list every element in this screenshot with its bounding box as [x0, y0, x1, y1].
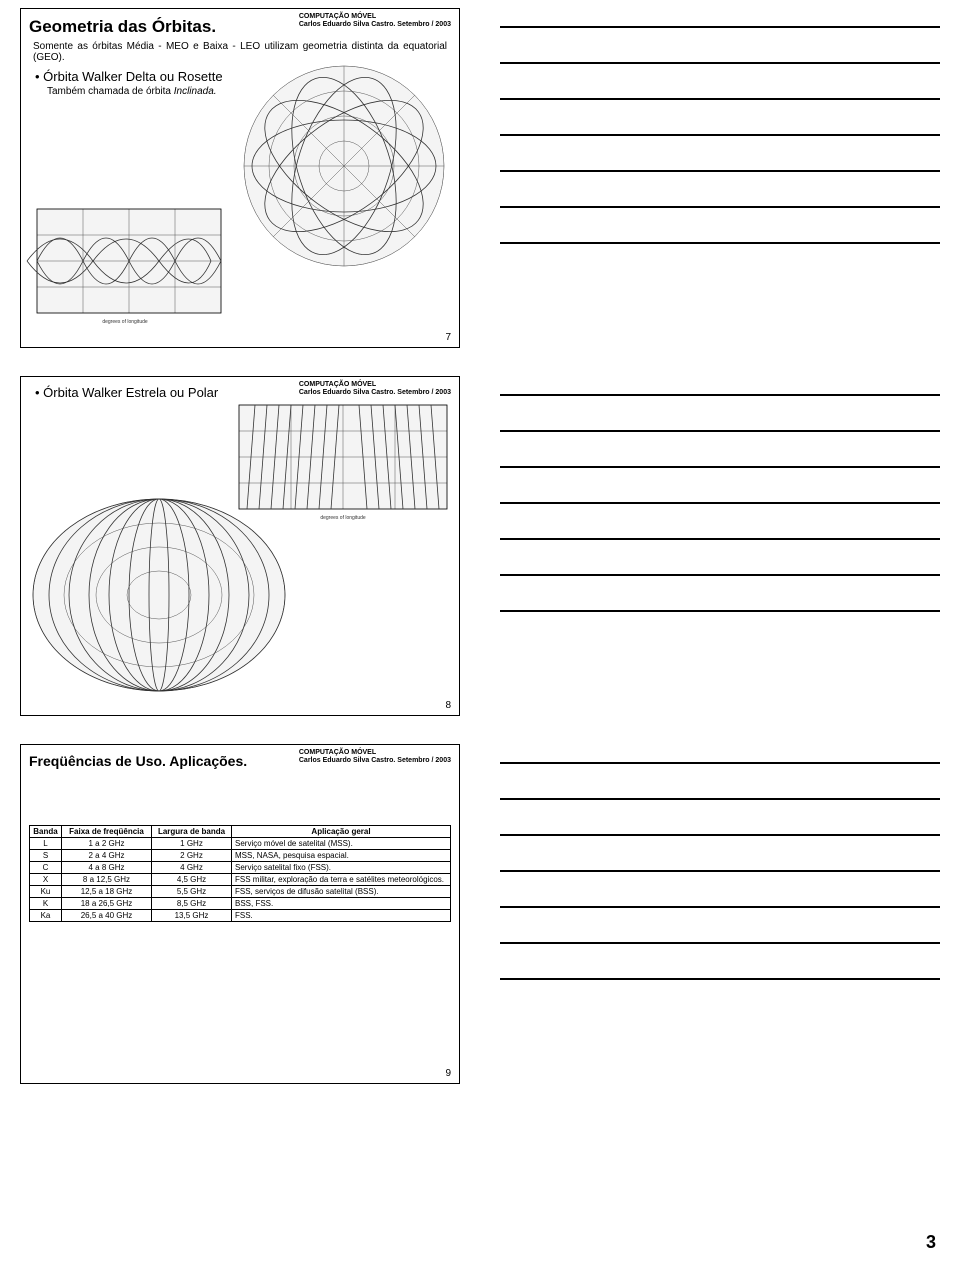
table-row: Ku 12,5 a 18 GHz 5,5 GHz FSS, serviços d…: [30, 886, 451, 898]
note-line: [500, 62, 940, 64]
cell-app: MSS, NASA, pesquisa espacial.: [232, 850, 451, 862]
cell-range: 4 a 8 GHz: [62, 862, 152, 874]
table-row: K 18 a 26,5 GHz 8,5 GHz BSS, FSS.: [30, 898, 451, 910]
cell-band: L: [30, 838, 62, 850]
note-line: [500, 502, 940, 504]
note-line: [500, 978, 940, 980]
cell-app: Serviço satelital fixo (FSS).: [232, 862, 451, 874]
cell-app: FSS, serviços de difusão satelital (BSS)…: [232, 886, 451, 898]
note-line: [500, 834, 940, 836]
slide-header: COMPUTAÇÃO MÓVEL Carlos Eduardo Silva Ca…: [299, 749, 451, 764]
note-line: [500, 170, 940, 172]
table-row: Ka 26,5 a 40 GHz 13,5 GHz FSS.: [30, 910, 451, 922]
cell-band: S: [30, 850, 62, 862]
note-line: [500, 762, 940, 764]
cell-bw: 8,5 GHz: [152, 898, 232, 910]
note-line: [500, 26, 940, 28]
note-line: [500, 538, 940, 540]
cell-bw: 5,5 GHz: [152, 886, 232, 898]
note-line: [500, 870, 940, 872]
handout-grid: COMPUTAÇÃO MÓVEL Carlos Eduardo Silva Ca…: [20, 8, 940, 1084]
note-line: [500, 906, 940, 908]
xlabel: degrees of longitude: [320, 515, 366, 521]
figure-rosette-groundtrack: degrees of longitude: [25, 205, 225, 325]
bullet-inclinada-italic: Inclinada.: [174, 86, 217, 97]
cell-bw: 4 GHz: [152, 862, 232, 874]
note-line: [500, 394, 940, 396]
slide-9: COMPUTAÇÃO MÓVEL Carlos Eduardo Silva Ca…: [20, 744, 460, 1084]
slide-number: 9: [445, 1068, 451, 1079]
col-bw: Largura de banda: [152, 826, 232, 838]
cell-bw: 2 GHz: [152, 850, 232, 862]
note-line: [500, 574, 940, 576]
header-line1: COMPUTAÇÃO MÓVEL: [299, 381, 451, 389]
note-line: [500, 942, 940, 944]
cell-bw: 13,5 GHz: [152, 910, 232, 922]
cell-band: K: [30, 898, 62, 910]
cell-range: 12,5 a 18 GHz: [62, 886, 152, 898]
cell-band: Ka: [30, 910, 62, 922]
note-line: [500, 466, 940, 468]
xlabel: degrees of longitude: [102, 319, 148, 325]
note-line: [500, 430, 940, 432]
cell-app: Serviço móvel de satelital (MSS).: [232, 838, 451, 850]
cell-range: 1 a 2 GHz: [62, 838, 152, 850]
note-line: [500, 98, 940, 100]
cell-app: FSS militar, exploração da terra e satél…: [232, 874, 451, 886]
notes-9: [500, 744, 940, 1084]
figure-rosette-polar: [239, 61, 449, 271]
cell-range: 26,5 a 40 GHz: [62, 910, 152, 922]
note-line: [500, 134, 940, 136]
cell-range: 2 a 4 GHz: [62, 850, 152, 862]
bullet-inclinada-prefix: Também chamada de órbita: [47, 86, 174, 97]
header-line2: Carlos Eduardo Silva Castro. Setembro / …: [299, 757, 451, 765]
col-range: Faixa de freqüência: [62, 826, 152, 838]
cell-band: C: [30, 862, 62, 874]
cell-bw: 1 GHz: [152, 838, 232, 850]
slide-number: 7: [445, 332, 451, 343]
header-line1: COMPUTAÇÃO MÓVEL: [299, 13, 451, 21]
notes-8: [500, 376, 940, 716]
slide-8: COMPUTAÇÃO MÓVEL Carlos Eduardo Silva Ca…: [20, 376, 460, 716]
table-row: S 2 a 4 GHz 2 GHz MSS, NASA, pesquisa es…: [30, 850, 451, 862]
table-header-row: Banda Faixa de freqüência Largura de ban…: [30, 826, 451, 838]
frequency-band-table: Banda Faixa de freqüência Largura de ban…: [29, 825, 451, 922]
slide-header: COMPUTAÇÃO MÓVEL Carlos Eduardo Silva Ca…: [299, 381, 451, 396]
header-line2: Carlos Eduardo Silva Castro. Setembro / …: [299, 389, 451, 397]
slide-subtitle: Somente as órbitas Média - MEO e Baixa -…: [33, 41, 447, 63]
col-app: Aplicação geral: [232, 826, 451, 838]
cell-bw: 4,5 GHz: [152, 874, 232, 886]
cell-band: Ku: [30, 886, 62, 898]
slide-7: COMPUTAÇÃO MÓVEL Carlos Eduardo Silva Ca…: [20, 8, 460, 348]
note-line: [500, 206, 940, 208]
notes-7: [500, 8, 940, 348]
cell-range: 18 a 26,5 GHz: [62, 898, 152, 910]
slide-header: COMPUTAÇÃO MÓVEL Carlos Eduardo Silva Ca…: [299, 13, 451, 28]
table-row: L 1 a 2 GHz 1 GHz Serviço móvel de satel…: [30, 838, 451, 850]
note-line: [500, 242, 940, 244]
figure-polar-view: [29, 495, 289, 695]
page-number: 3: [926, 1232, 936, 1253]
header-line2: Carlos Eduardo Silva Castro. Setembro / …: [299, 21, 451, 29]
cell-app: FSS.: [232, 910, 451, 922]
cell-band: X: [30, 874, 62, 886]
slide-number: 8: [445, 700, 451, 711]
note-line: [500, 610, 940, 612]
table-row: C 4 a 8 GHz 4 GHz Serviço satelital fixo…: [30, 862, 451, 874]
table-row: X 8 a 12,5 GHz 4,5 GHz FSS militar, expl…: [30, 874, 451, 886]
cell-app: BSS, FSS.: [232, 898, 451, 910]
note-line: [500, 798, 940, 800]
cell-range: 8 a 12,5 GHz: [62, 874, 152, 886]
header-line1: COMPUTAÇÃO MÓVEL: [299, 749, 451, 757]
col-band: Banda: [30, 826, 62, 838]
